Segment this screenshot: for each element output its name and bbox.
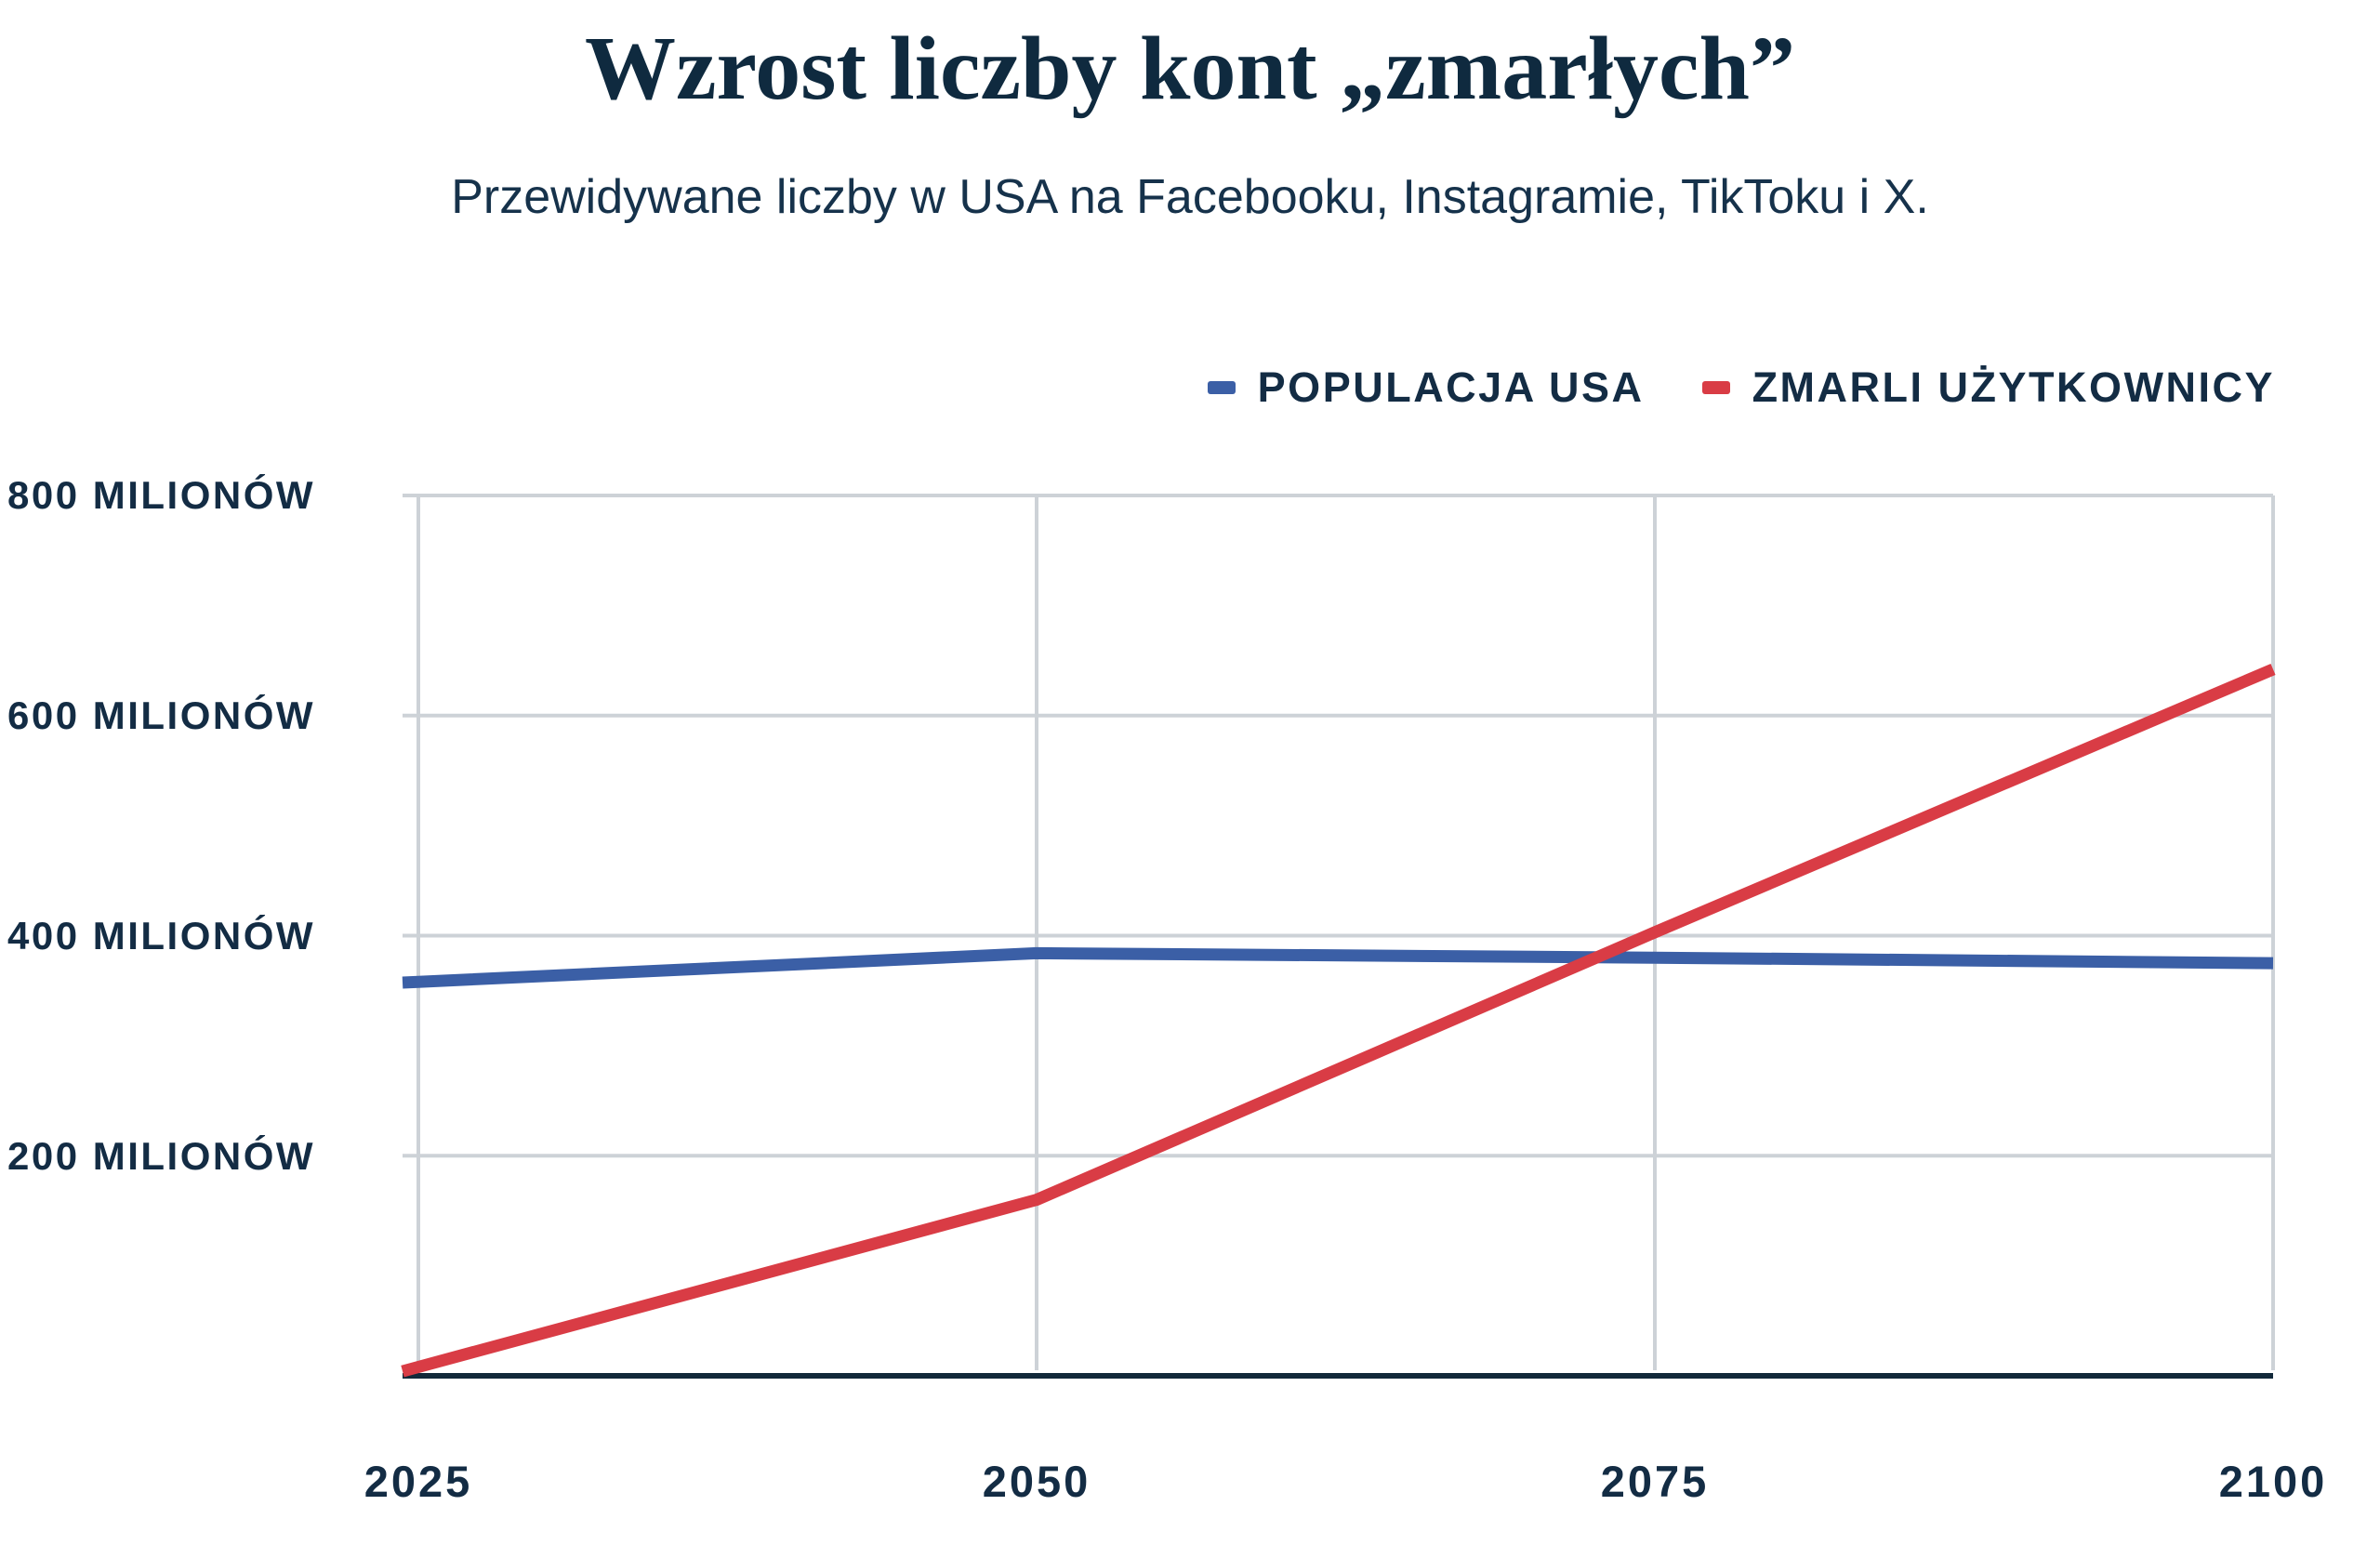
series-line-zmarli-u-ytkownicy (401, 664, 2276, 1378)
x-axis-tick-2100: 2100 (2218, 1457, 2328, 1506)
legend-label-zmarli-uzytkownicy: ZMARLI UŻYTKOWNICY (1752, 363, 2275, 411)
series-line-populacja-usa (402, 946, 2274, 989)
chart-title: Wzrost liczby kont „zmarłych” (585, 19, 1795, 119)
legend-item-zmarli-uzytkownicy: ZMARLI UŻYTKOWNICY (1701, 363, 2275, 412)
y-axis-tick-200: 200 MILIONÓW (7, 1134, 316, 1178)
legend-marker-zmarli-uzytkownicy-icon (1701, 381, 1730, 394)
legend-marker-populacja-usa-icon (1207, 381, 1236, 394)
x-axis-tick-2050: 2050 (982, 1457, 1091, 1506)
x-axis-tick-2025: 2025 (364, 1457, 473, 1506)
y-axis-tick-800: 800 MILIONÓW (7, 473, 316, 517)
y-axis-tick-600: 600 MILIONÓW (7, 693, 316, 737)
y-axis-tick-400: 400 MILIONÓW (7, 914, 316, 957)
legend-label-populacja-usa: POPULACJA USA (1257, 363, 1645, 411)
chart-legend: POPULACJA USA ZMARLI UŻYTKOWNICY (1207, 363, 2275, 412)
legend-item-populacja-usa: POPULACJA USA (1207, 363, 1645, 412)
chart-subtitle: Przewidywane liczby w USA na Facebooku, … (451, 170, 1929, 224)
x-axis-tick-2075: 2075 (1600, 1457, 1710, 1506)
